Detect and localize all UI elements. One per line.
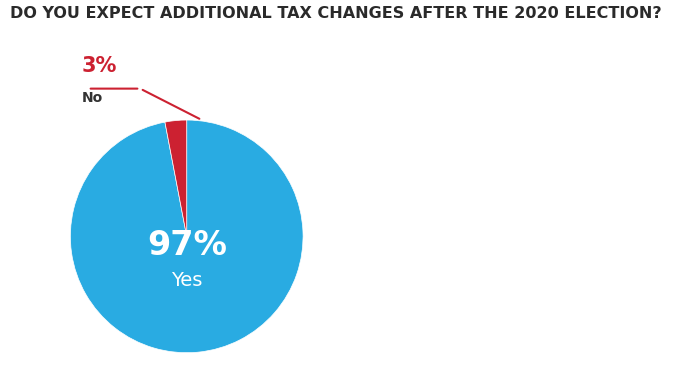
Text: Yes, but only if a
Republican is elected: Yes, but only if a Republican is elected — [463, 341, 605, 371]
Text: Yes: Yes — [171, 271, 202, 290]
Text: 30%: 30% — [388, 276, 445, 300]
Wedge shape — [165, 120, 187, 237]
Text: 12%: 12% — [388, 344, 445, 368]
Text: Yes, but only if a
Democrat is elected: Yes, but only if a Democrat is elected — [463, 273, 597, 304]
Text: DO YOU EXPECT ADDITIONAL TAX CHANGES AFTER THE 2020 ELECTION?: DO YOU EXPECT ADDITIONAL TAX CHANGES AFT… — [10, 6, 662, 21]
Text: 3%: 3% — [82, 56, 117, 76]
Text: No: No — [82, 91, 103, 105]
Text: Yes, regardless of
who is elected: Yes, regardless of who is elected — [463, 136, 579, 167]
Wedge shape — [71, 120, 303, 353]
Text: 97%: 97% — [147, 229, 227, 262]
Text: 55%: 55% — [388, 139, 445, 164]
